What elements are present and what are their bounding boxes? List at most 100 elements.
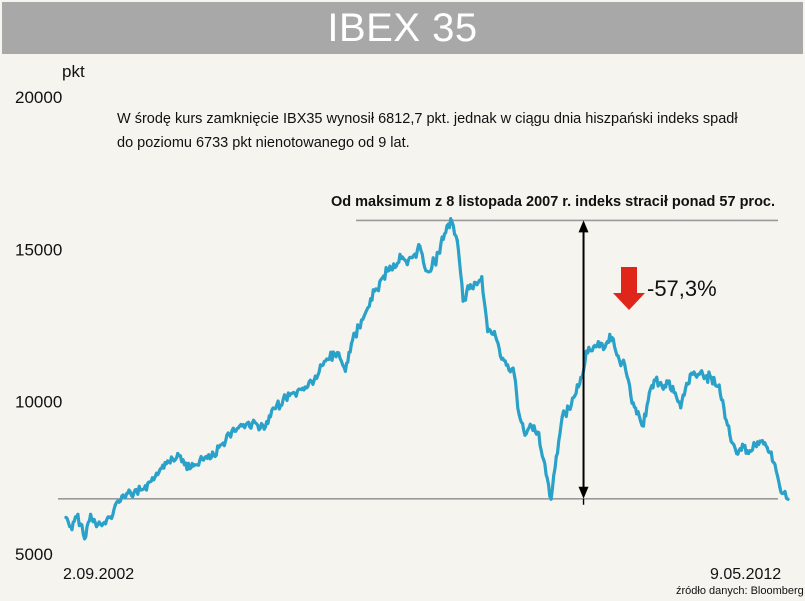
data-point	[647, 390, 652, 395]
data-point	[616, 354, 620, 358]
data-point	[511, 366, 515, 370]
data-point	[604, 342, 608, 346]
data-point	[88, 512, 93, 516]
data-point	[554, 454, 558, 459]
data-point	[579, 375, 583, 379]
data-point	[716, 384, 720, 389]
data-point	[436, 250, 441, 254]
max-drop-note: Od maksimum z 8 listopada 2007 r. indeks…	[331, 194, 775, 210]
y-tick-label: 10000	[15, 393, 62, 412]
data-point	[772, 461, 776, 465]
data-point	[399, 256, 403, 261]
data-point	[591, 345, 596, 349]
data-point	[536, 430, 540, 434]
data-point	[150, 476, 155, 480]
data-point	[343, 369, 348, 373]
drop-percentage-label: -57,3%	[647, 276, 717, 301]
data-point	[504, 363, 508, 367]
data-point	[641, 424, 646, 428]
data-point	[560, 415, 564, 419]
data-point	[703, 375, 707, 379]
data-point	[786, 497, 790, 501]
data-point	[474, 281, 478, 285]
data-point	[163, 461, 167, 465]
annotation-line-2: do poziomu 6733 pkt nienotowanego od 9 l…	[117, 135, 410, 151]
chart-title: IBEX 35	[327, 5, 478, 50]
data-point	[685, 381, 689, 385]
data-point	[697, 372, 701, 376]
data-point	[113, 503, 117, 507]
data-point	[262, 427, 266, 431]
data-point	[653, 378, 657, 382]
data-point	[424, 269, 428, 273]
data-point	[64, 515, 68, 520]
data-point	[132, 491, 136, 495]
data-point	[778, 485, 782, 489]
data-point	[126, 491, 130, 495]
data-point	[287, 393, 292, 398]
data-point	[753, 442, 757, 446]
drop-arrow-bottom-head	[578, 486, 589, 499]
data-point	[666, 381, 670, 385]
data-point	[765, 445, 769, 449]
data-point	[120, 494, 124, 498]
x-start-label: 2.09.2002	[63, 566, 134, 583]
data-point	[567, 406, 571, 410]
y-tick-label: 15000	[15, 240, 62, 259]
data-point	[362, 314, 366, 318]
data-point	[275, 403, 279, 407]
data-point	[660, 384, 664, 389]
data-point	[213, 454, 217, 459]
data-point	[523, 433, 527, 437]
data-point	[517, 412, 521, 416]
data-point	[107, 515, 111, 520]
data-point	[299, 387, 304, 392]
data-point	[157, 470, 161, 474]
data-point	[734, 451, 739, 456]
data-point	[138, 488, 143, 492]
data-point	[610, 336, 614, 340]
data-point	[740, 442, 745, 446]
data-point	[101, 521, 105, 526]
data-point	[722, 406, 726, 410]
data-point	[781, 491, 786, 495]
data-point	[430, 266, 434, 270]
data-point	[225, 433, 229, 437]
data-point	[480, 275, 484, 279]
data-point	[349, 342, 353, 346]
data-point	[238, 424, 242, 428]
data-point	[728, 433, 732, 437]
data-point	[250, 421, 254, 425]
data-point	[573, 393, 577, 398]
data-point	[623, 363, 627, 367]
data-point	[144, 488, 149, 492]
data-point	[467, 287, 471, 291]
data-point	[597, 345, 602, 349]
title-bar: IBEX 35	[2, 2, 803, 54]
arrow-down-icon	[613, 267, 645, 310]
data-point	[542, 457, 546, 462]
x-end-label: 9.05.2012	[710, 566, 781, 583]
data-point	[325, 357, 329, 361]
data-point	[672, 390, 676, 395]
data-point	[709, 375, 713, 379]
data-point	[530, 424, 534, 428]
data-point	[492, 329, 497, 334]
source-note: źródło danych: Bloomberg	[676, 585, 804, 597]
data-point	[200, 457, 204, 462]
y-tick-label: 20000	[15, 88, 62, 107]
data-point	[188, 467, 192, 471]
data-point	[312, 378, 316, 382]
data-point	[691, 372, 695, 376]
data-point	[374, 287, 378, 291]
drop-arrow-top-head	[578, 220, 589, 233]
annotation-line-1: W środę kurs zamknięcie IBX35 wynosił 68…	[117, 111, 738, 127]
data-point	[486, 329, 490, 334]
data-point	[450, 220, 454, 224]
data-point	[405, 262, 409, 267]
data-point	[76, 512, 80, 516]
data-point	[679, 406, 683, 410]
data-point	[418, 244, 422, 248]
data-point	[585, 351, 590, 355]
